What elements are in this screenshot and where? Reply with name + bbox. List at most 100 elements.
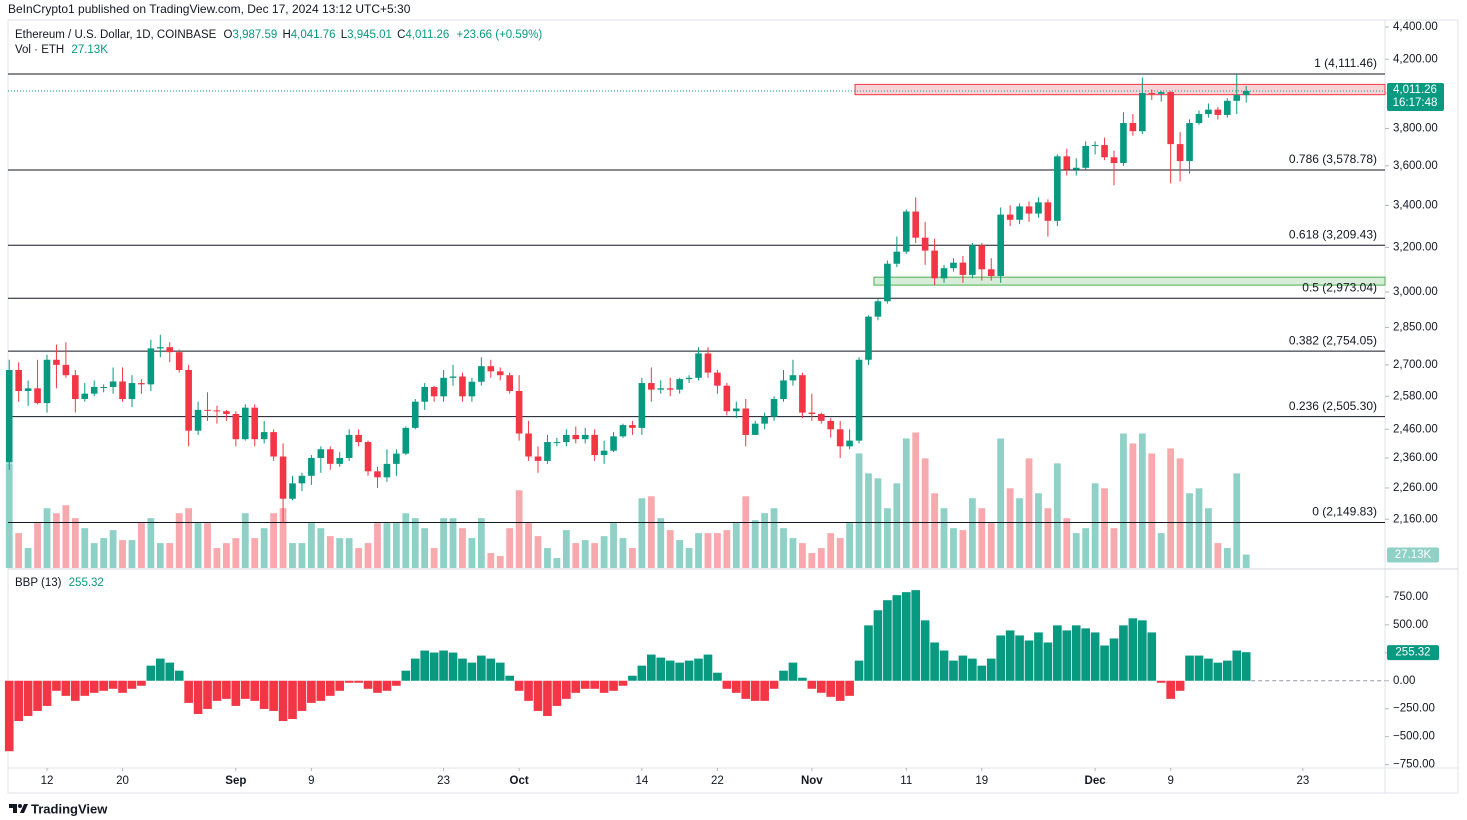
bbp-bar — [448, 652, 458, 681]
candle-body — [808, 412, 816, 414]
candle-body — [298, 475, 306, 484]
bbp-bar — [99, 680, 108, 691]
candle-body — [128, 383, 136, 400]
candle-body — [1139, 92, 1146, 132]
volume-bar — [657, 518, 665, 568]
candle-body — [1016, 206, 1023, 220]
candle-body — [1214, 109, 1222, 115]
candle-body — [544, 442, 551, 461]
candle-body — [355, 434, 362, 443]
volume-legend: Vol · ETH 27.13K — [15, 44, 108, 56]
volume-bar — [912, 432, 920, 568]
volume-bar — [1195, 488, 1203, 568]
volume-bar — [1025, 458, 1033, 568]
bbp-bar — [137, 680, 146, 686]
candle-body — [53, 359, 60, 365]
candle-body — [15, 370, 22, 391]
volume-bar — [950, 528, 957, 568]
volume-bar — [817, 548, 825, 568]
candle-body — [1110, 157, 1118, 163]
candle-body — [1148, 92, 1156, 94]
bbp-bar — [193, 680, 203, 714]
volume-bar — [959, 530, 967, 568]
volume-bar — [647, 496, 655, 568]
logo-text: TradingView — [31, 801, 108, 816]
x-tick-label: 14 — [635, 775, 648, 787]
candle-body — [874, 301, 882, 317]
volume-bar — [411, 518, 419, 568]
y-tick-label: 2,260.00 — [1393, 482, 1438, 494]
candle-body — [600, 450, 608, 456]
bbp-bar — [703, 654, 713, 681]
candle-body — [1224, 100, 1231, 115]
candle-body — [865, 316, 872, 360]
volume-bar — [459, 528, 466, 568]
volume-bar — [487, 553, 495, 568]
bbp-bar — [949, 660, 958, 681]
bbp-bar — [1024, 640, 1034, 681]
candle-body — [147, 348, 155, 385]
volume-bar — [1129, 443, 1137, 568]
x-tick-label: Sep — [225, 775, 246, 787]
bbp-bar — [883, 600, 892, 681]
volume-badge-value: 27.13K — [1395, 549, 1432, 561]
volume-bar — [326, 536, 334, 568]
volume-bar — [1167, 448, 1175, 568]
candle-body — [1186, 123, 1193, 162]
bbp-bar — [382, 680, 392, 691]
candle-body — [175, 352, 183, 371]
bbp-bar — [1119, 625, 1128, 681]
volume-bar — [147, 518, 155, 568]
bbp-bar — [1175, 680, 1185, 691]
candle-body — [723, 385, 731, 412]
volume-bar — [279, 508, 287, 568]
volume-bar — [336, 538, 344, 568]
bbp-bar — [845, 680, 854, 696]
volume-bar — [345, 538, 353, 568]
candle-body — [978, 245, 986, 270]
candle-body — [836, 429, 844, 447]
candle-body — [902, 211, 910, 252]
candle-body — [827, 420, 835, 430]
volume-bar — [430, 548, 438, 568]
volume-bar — [1044, 508, 1052, 568]
bbp-bar — [958, 655, 968, 681]
candle-body — [534, 456, 542, 461]
bbp-bar — [986, 658, 996, 681]
bbp-bar — [731, 680, 741, 693]
field-key: O — [224, 29, 233, 41]
volume-bar — [921, 458, 929, 568]
candle-body — [241, 407, 249, 440]
volume-bar — [43, 508, 51, 568]
bbp-bar — [760, 680, 769, 701]
volume-bar — [213, 548, 221, 568]
candle-body — [685, 377, 693, 380]
bbp-bar — [571, 680, 581, 693]
bbp-bar — [259, 680, 269, 709]
bbp-bar — [155, 658, 165, 681]
volume-bar — [1053, 463, 1061, 568]
candle-body — [629, 425, 636, 428]
bbp-bar — [977, 665, 987, 681]
price-badge-value: 4,011.26 — [1393, 84, 1437, 96]
volume-bar — [666, 530, 674, 568]
bbp-bar — [892, 595, 902, 681]
bbp-bar — [373, 680, 382, 693]
candle-body — [1091, 145, 1099, 147]
volume-bar — [1006, 488, 1014, 568]
bbp-bar — [52, 680, 61, 691]
volume-bar — [440, 518, 447, 568]
bbp-tick-label: 500.00 — [1393, 619, 1428, 631]
candle-body — [515, 390, 523, 434]
logo-mark — [9, 804, 28, 813]
volume-bar — [1233, 473, 1241, 568]
bbp-bar — [779, 670, 788, 681]
bbp-bar — [495, 662, 505, 681]
bbp-bar — [562, 680, 571, 699]
candle-body — [345, 434, 353, 458]
bbp-bar — [429, 652, 439, 681]
candle-body — [1195, 114, 1203, 124]
y-tick-label: 2,850.00 — [1393, 322, 1438, 334]
bbp-bar — [354, 680, 363, 683]
